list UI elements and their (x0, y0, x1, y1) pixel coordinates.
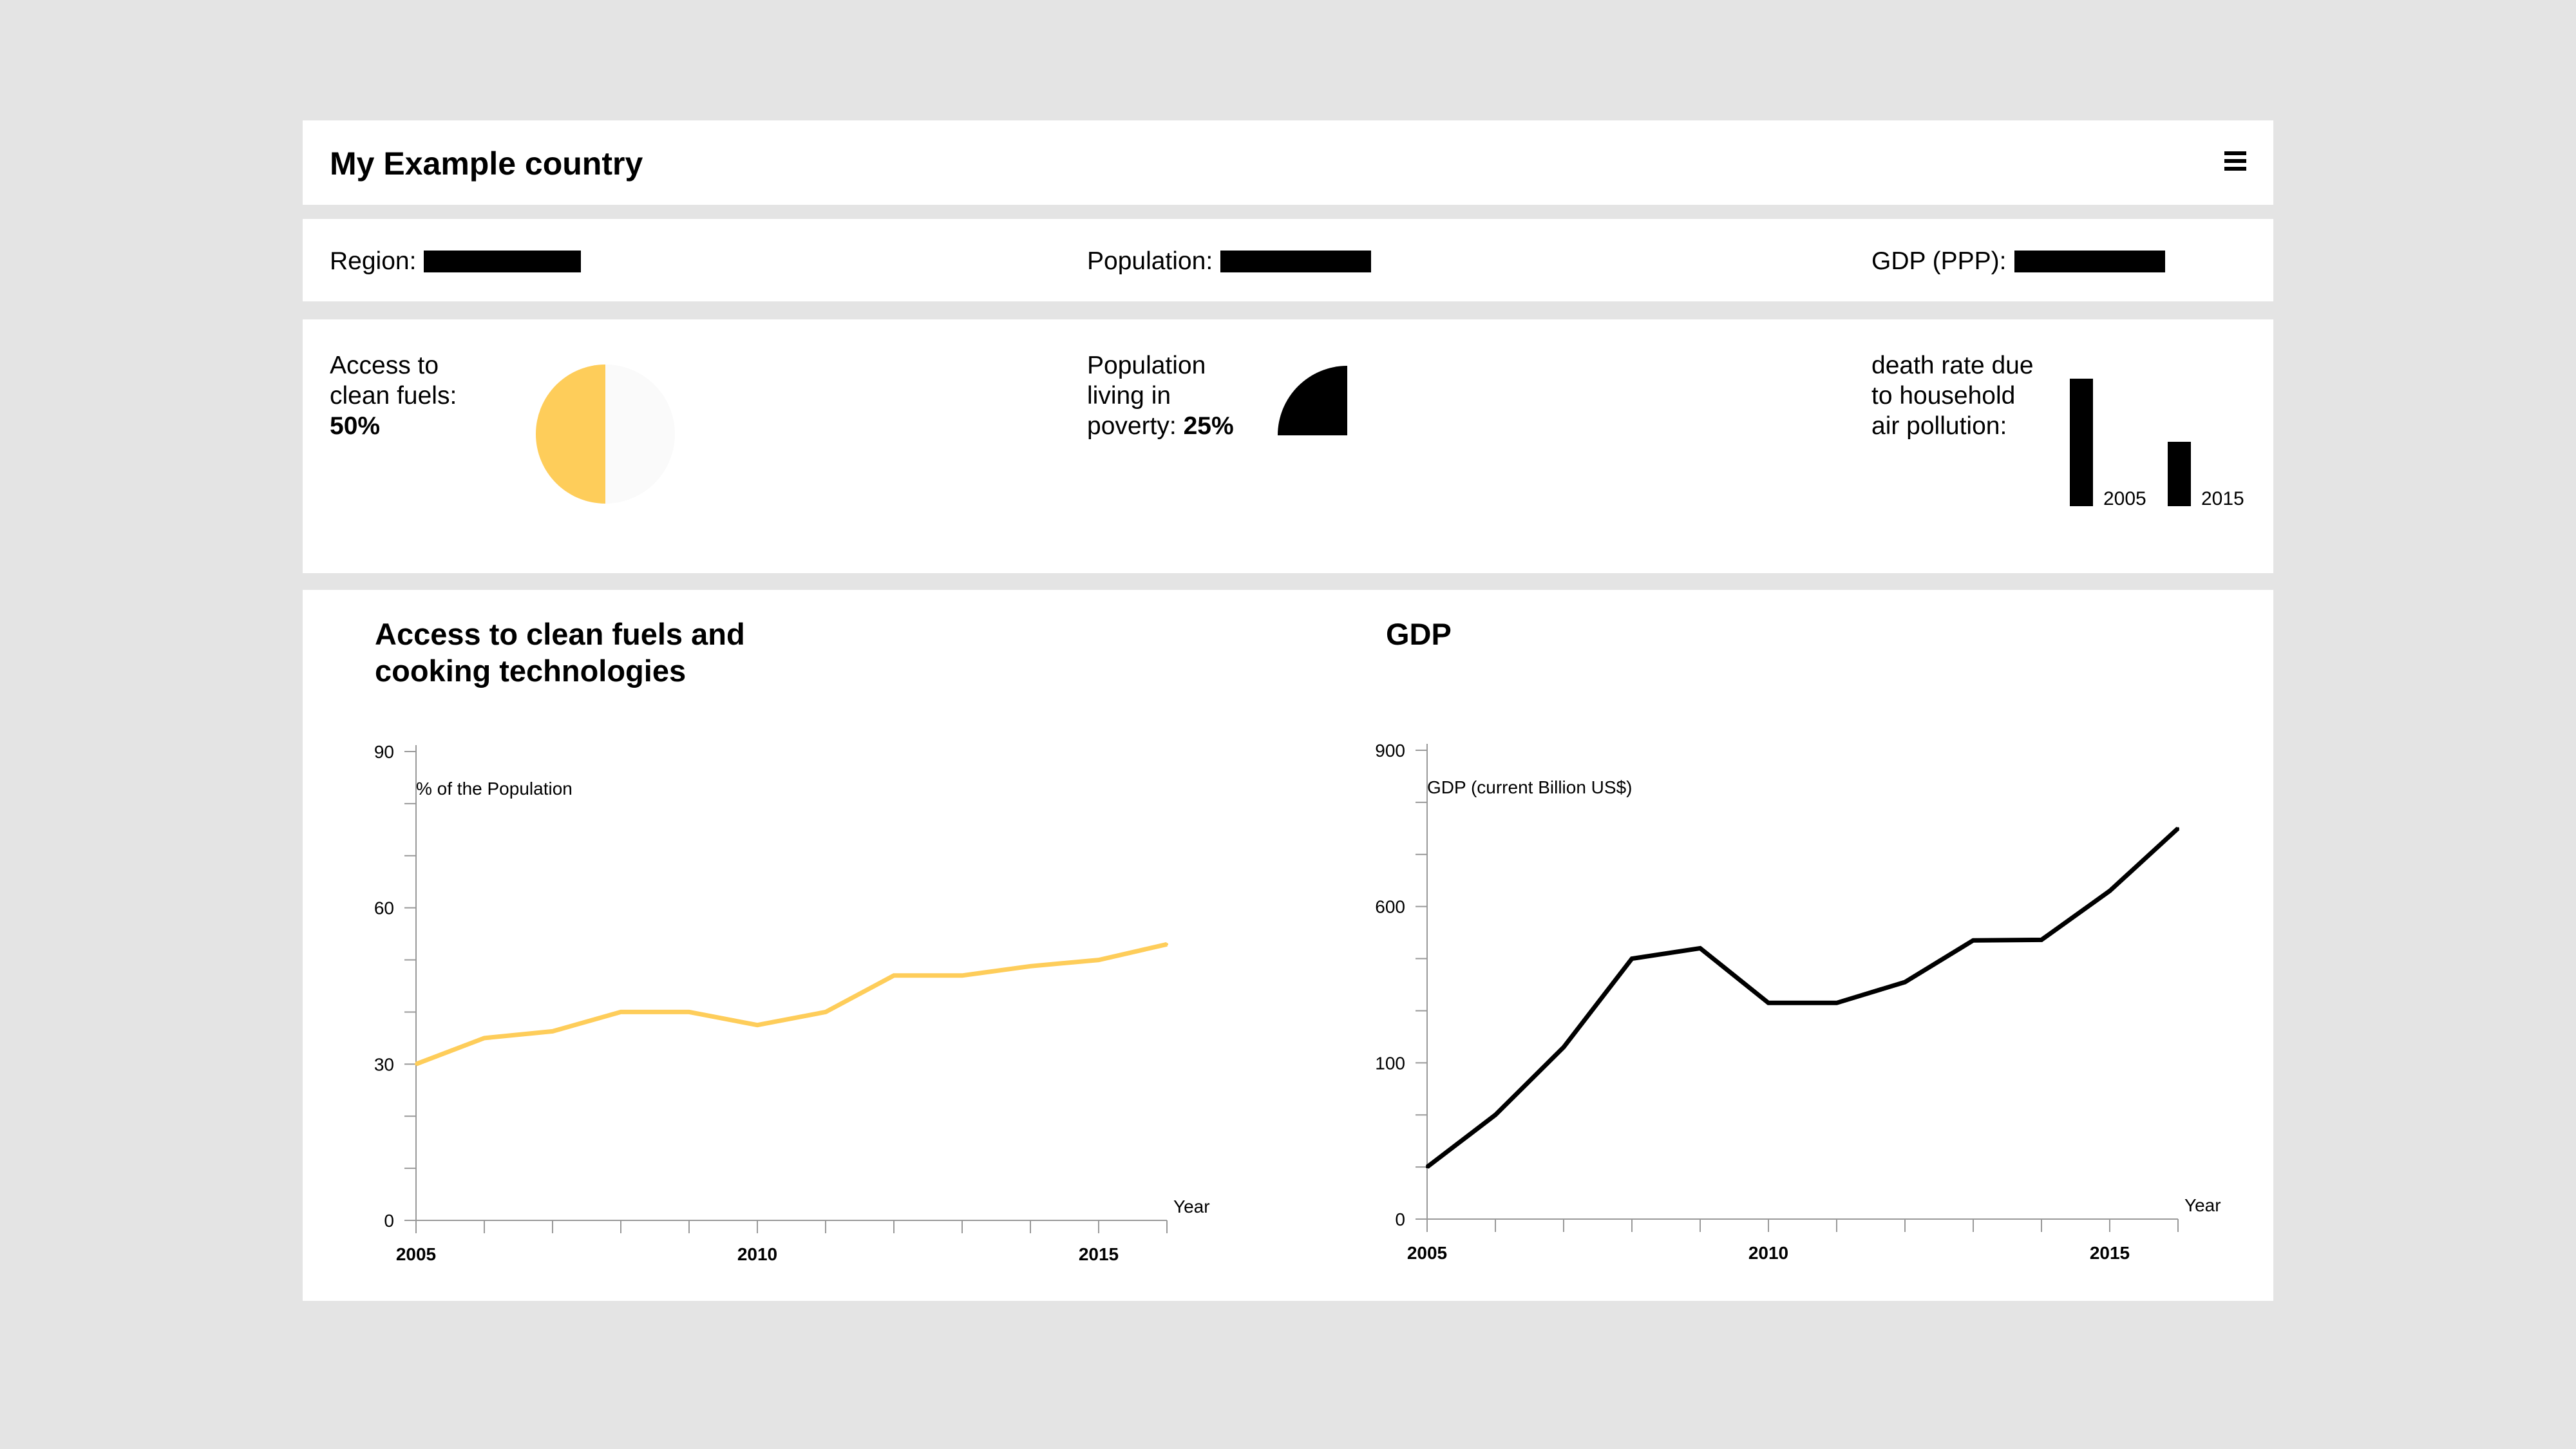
death-bar-2005 (2070, 379, 2093, 506)
death-bar-label-2015: 2015 (2201, 488, 2244, 509)
poverty-stat-prefix: poverty: (1087, 412, 1177, 440)
population-value-redacted (1220, 251, 1372, 272)
poverty-stat: Population living in poverty: 25% (1087, 350, 1234, 441)
fuels-stat-line1: Access to (330, 352, 439, 379)
fuels-data-point (1166, 943, 1168, 946)
fuels-data-point (1029, 965, 1032, 968)
gdp-data-point (1904, 980, 1906, 983)
fuels-chart-title-line2: cooking technologies (375, 654, 687, 688)
country-info-bar: Region: Population: GDP (PPP): (303, 219, 2273, 301)
poverty-quarter-pie (1278, 366, 1347, 435)
fuels-data-point (688, 1010, 690, 1014)
death-bar-label-2005: 2005 (2103, 488, 2146, 509)
fuels-chart-title: Access to clean fuels and cooking techno… (375, 616, 745, 689)
fuels-series-line (415, 942, 1168, 1066)
gdp-data-point (1494, 1113, 1497, 1117)
gdp-x-tick-label: 2015 (2090, 1243, 2130, 1263)
poverty-stat-line2: living in (1087, 382, 1171, 410)
region-info: Region: (330, 247, 582, 276)
death-bar-2015 (2168, 442, 2191, 506)
gdp-y-tick-label: 600 (1375, 897, 1405, 917)
gdp-data-point (1699, 947, 1701, 950)
gdp-data-point (1835, 1001, 1838, 1005)
fuels-x-tick-label: 2015 (1079, 1244, 1119, 1264)
fuels-y-tick-label: 90 (374, 742, 394, 762)
gdp-data-point (1562, 1046, 1565, 1049)
fuels-data-point (961, 974, 963, 977)
gdp-y-tick-label: 900 (1375, 741, 1405, 761)
gdp-y-axis-label: GDP (current Billion US$) (1427, 777, 1632, 797)
region-label: Region: (330, 247, 417, 275)
fuels-y-axis-label: % of the Population (416, 779, 573, 799)
fuels-chart-title-line1: Access to clean fuels and (375, 617, 745, 651)
charts-svg: 0 30 60 90 2005 2010 2015 % of the Population Ye… (374, 741, 2221, 1264)
gdp-label: GDP (PPP): (1871, 247, 2007, 275)
fuels-data-point (415, 1063, 417, 1066)
fuels-pie-slice (536, 365, 605, 504)
fuels-data-point (893, 974, 895, 977)
fuels-data-point (756, 1023, 759, 1027)
gdp-chart-title: GDP (1386, 617, 1452, 651)
fuels-x-axis-label: Year (1173, 1197, 1210, 1217)
page-title: My Example country (330, 146, 643, 182)
death-stat-line1: death rate due (1871, 352, 2034, 379)
fuels-y-tick-label: 30 (374, 1054, 394, 1074)
death-stat-line3: air pollution: (1871, 412, 2007, 440)
poverty-stat-value: 25% (1183, 412, 1234, 440)
fuels-data-point (551, 1030, 554, 1033)
gdp-info: GDP (PPP): (1871, 247, 2165, 276)
gdp-x-tick-label: 2005 (1407, 1243, 1447, 1263)
gdp-data-point (1972, 939, 1975, 942)
gdp-x-tick-label: 2010 (1748, 1243, 1788, 1263)
fuels-stat-value: 50% (330, 412, 381, 440)
fuels-y-tick-label: 60 (374, 898, 394, 918)
fuels-x-tick-label: 2005 (396, 1244, 436, 1264)
hamburger-menu-icon[interactable] (2224, 151, 2246, 173)
fuels-x-tick-label: 2010 (737, 1244, 777, 1264)
region-value-redacted (424, 251, 582, 272)
population-label: Population: (1087, 247, 1213, 275)
gdp-data-point (2177, 827, 2179, 830)
poverty-pie-slice (1278, 366, 1347, 435)
fuels-data-point (824, 1010, 827, 1014)
gdp-data-point (2108, 889, 2111, 893)
fuels-stat-line2: clean fuels: (330, 382, 457, 410)
death-rate-stat: death rate due to household air pollutio… (1871, 350, 2034, 441)
gdp-data-point (2040, 938, 2043, 942)
fuels-line-chart: 0 30 60 90 2005 2010 2015 % of the Population Ye… (374, 742, 1210, 1264)
header-bar: My Example country (303, 120, 2273, 205)
gdp-data-point (1767, 1001, 1770, 1005)
gdp-y-tick-label: 100 (1375, 1053, 1405, 1073)
population-info: Population: (1087, 247, 1372, 276)
gdp-y-tick-label: 0 (1395, 1209, 1405, 1229)
gdp-line-chart: 0 100 600 900 2005 2010 2015 GDP (current Billi… (1375, 741, 2221, 1263)
gdp-value-redacted (2014, 251, 2165, 272)
death-rate-bars: 2005 2015 (2070, 379, 2244, 509)
poverty-stat-line1: Population (1087, 352, 1206, 379)
fuels-half-pie (536, 365, 675, 504)
fuels-data-point (620, 1010, 622, 1014)
gdp-series-line (1425, 826, 2180, 1169)
fuels-data-point (483, 1036, 486, 1039)
fuels-y-tick-label: 0 (384, 1211, 394, 1231)
gdp-data-point (1631, 957, 1633, 960)
summary-panel: Access to clean fuels: 50% Population li… (303, 319, 2273, 573)
charts-panel: Access to clean fuels and cooking techno… (303, 590, 2273, 1301)
gdp-x-axis-label: Year (2184, 1195, 2221, 1215)
fuels-data-point (1097, 958, 1100, 961)
fuels-stat: Access to clean fuels: 50% (330, 350, 457, 441)
death-stat-line2: to household (1871, 382, 2016, 410)
gdp-data-point (1426, 1166, 1428, 1169)
